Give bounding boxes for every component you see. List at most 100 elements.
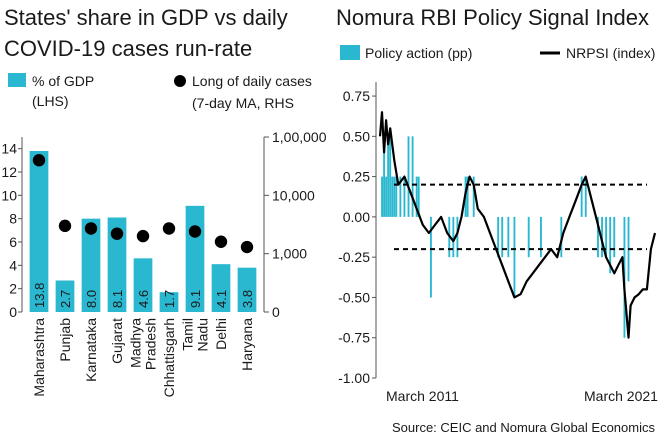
legend-gdp-swatch: [8, 73, 26, 87]
cases-dot: [84, 222, 98, 235]
state-labels: Maharashtra Punjab Karnataka Gujarat Madhya P…: [31, 318, 255, 398]
policy-tick-label: 0.00: [343, 209, 370, 225]
gdp-bar: [159, 292, 179, 312]
policy-bar: [415, 176, 418, 217]
policy-bar: [472, 176, 475, 217]
policy-tick-label: -0.25: [338, 249, 370, 265]
policy-tick-label: 0.50: [343, 128, 370, 144]
gdp-value-label: 9.1: [188, 290, 203, 308]
gdp-value-label: 4.1: [214, 290, 229, 308]
gdp-bar: [55, 280, 75, 312]
gdp-tick-label: 2: [9, 281, 17, 297]
left-title-line2: COVID-19 cases run-rate: [4, 36, 252, 61]
cases-dot: [240, 240, 254, 254]
cases-tick-label: 10,000: [272, 187, 315, 203]
left-title-line1: States' share in GDP vs daily: [4, 5, 288, 30]
gdp-bar: [237, 267, 257, 312]
policy-bar: [605, 216, 608, 258]
policy-bar: [391, 176, 394, 217]
policy-bar: [393, 176, 396, 217]
gdp-value-label: 4.6: [136, 290, 151, 308]
policy-bar: [407, 136, 410, 217]
state-label: Karnataka: [83, 318, 99, 382]
policy-bar: [399, 176, 402, 217]
right-axis-cases: 0 1,000 10,000 1,00,000: [263, 129, 327, 320]
left-axis-gdp: 0 2 4 6 8 10 12 14: [1, 137, 23, 320]
left-panel: States' share in GDP vs daily COVID-19 c…: [1, 5, 326, 397]
gdp-value-labels: 13.8 2.7 8.0 8.1 4.6 1.7 9.1 4.1 3.8: [32, 283, 255, 308]
policy-bar: [417, 176, 420, 217]
gdp-value-label: 13.8: [32, 283, 47, 308]
policy-bar: [381, 176, 383, 217]
x-label-start: March 2011: [386, 388, 459, 404]
gdp-bar: [211, 264, 231, 312]
policy-tick-label: -1.00: [338, 370, 370, 386]
reference-lines: [394, 183, 647, 251]
policy-tick-label: 0.25: [343, 169, 370, 185]
policy-bar: [452, 216, 455, 258]
policy-bar: [584, 176, 587, 217]
cases-dot: [136, 229, 150, 243]
state-label: Nadu: [195, 318, 211, 351]
policy-action-bars: [381, 136, 630, 338]
policy-tick-label: -0.50: [338, 289, 370, 305]
right-title: Nomura RBI Policy Signal Index: [336, 5, 649, 30]
gdp-value-label: 3.8: [240, 290, 255, 308]
gdp-bar: [107, 217, 127, 312]
policy-bar: [527, 216, 530, 258]
policy-bar: [507, 216, 510, 258]
policy-bar: [497, 216, 500, 258]
policy-bar: [609, 216, 612, 274]
x-label-end: March 2021: [584, 388, 658, 404]
state-label: Chhattisgarh: [161, 318, 177, 397]
state-label: Haryana: [239, 318, 255, 371]
state-label: Maharashtra: [31, 318, 47, 397]
cases-dot: [32, 154, 46, 167]
policy-bar: [403, 176, 406, 217]
policy-bar: [466, 176, 469, 217]
cases-tick-label: 0: [272, 304, 280, 320]
policy-tick-label: -0.75: [338, 330, 370, 346]
policy-bar: [613, 216, 616, 258]
gdp-bar: [29, 151, 49, 312]
cases-dot: [162, 222, 176, 235]
policy-bar: [389, 136, 392, 217]
legend-gdp-label-line2: (LHS): [32, 93, 69, 109]
gdp-tick-label: 14: [1, 141, 17, 157]
legend-nrpsi-label: NRPSI (index): [566, 45, 655, 61]
cases-dot: [58, 219, 72, 233]
policy-y-axis: -1.00 -0.75 -0.50 -0.25 0.00 0.25 0.50 0.75: [338, 82, 377, 386]
gdp-tick-label: 8: [9, 211, 17, 227]
state-label: Tamil: [180, 318, 196, 351]
policy-bar: [501, 216, 504, 258]
legend-cases-label-line2: (7-day MA, RHS: [192, 95, 294, 111]
legend-policy-swatch: [340, 45, 360, 60]
legend-gdp-label-line1: % of GDP: [32, 73, 94, 89]
state-label: Delhi: [213, 318, 229, 350]
gdp-tick-label: 12: [1, 164, 17, 180]
cases-tick-label: 1,00,000: [272, 129, 327, 145]
cases-dots: [32, 154, 254, 254]
gdp-tick-label: 4: [9, 257, 17, 273]
policy-bar: [429, 216, 432, 298]
state-label: Gujarat: [109, 318, 125, 364]
gdp-tick-label: 10: [1, 187, 17, 203]
gdp-value-label: 1.7: [162, 290, 177, 308]
legend-cases-marker: [174, 75, 186, 87]
legend-cases-label-line1: Long of daily cases: [192, 73, 312, 89]
gdp-value-label: 2.7: [58, 290, 73, 308]
policy-bar: [385, 176, 388, 217]
state-label: Madhya: [128, 318, 144, 368]
policy-bar: [387, 136, 390, 217]
policy-bar: [580, 176, 583, 217]
legend-policy-label: Policy action (pp): [365, 45, 472, 61]
policy-bar: [411, 136, 414, 217]
policy-bar: [395, 176, 398, 217]
policy-bar: [383, 136, 386, 217]
gdp-value-label: 8.1: [110, 290, 125, 308]
policy-bar: [456, 216, 459, 258]
cases-tick-label: 1,000: [272, 246, 307, 262]
gdp-bar: [133, 258, 153, 312]
policy-tick-label: 0.75: [343, 88, 370, 104]
